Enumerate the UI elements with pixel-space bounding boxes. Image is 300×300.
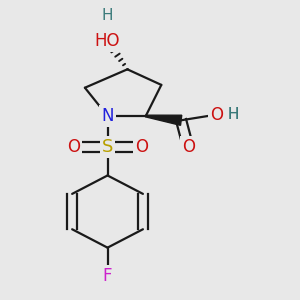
Text: H: H [228,107,239,122]
Polygon shape [146,115,182,125]
Text: S: S [102,138,113,156]
Text: O: O [67,138,80,156]
Text: N: N [101,107,114,125]
Text: H: H [228,107,239,122]
Text: O: O [135,138,148,156]
Text: O: O [210,106,223,124]
Text: F: F [103,267,112,285]
Text: O: O [182,138,195,156]
Text: HO: HO [95,32,120,50]
Text: H: H [102,8,113,23]
